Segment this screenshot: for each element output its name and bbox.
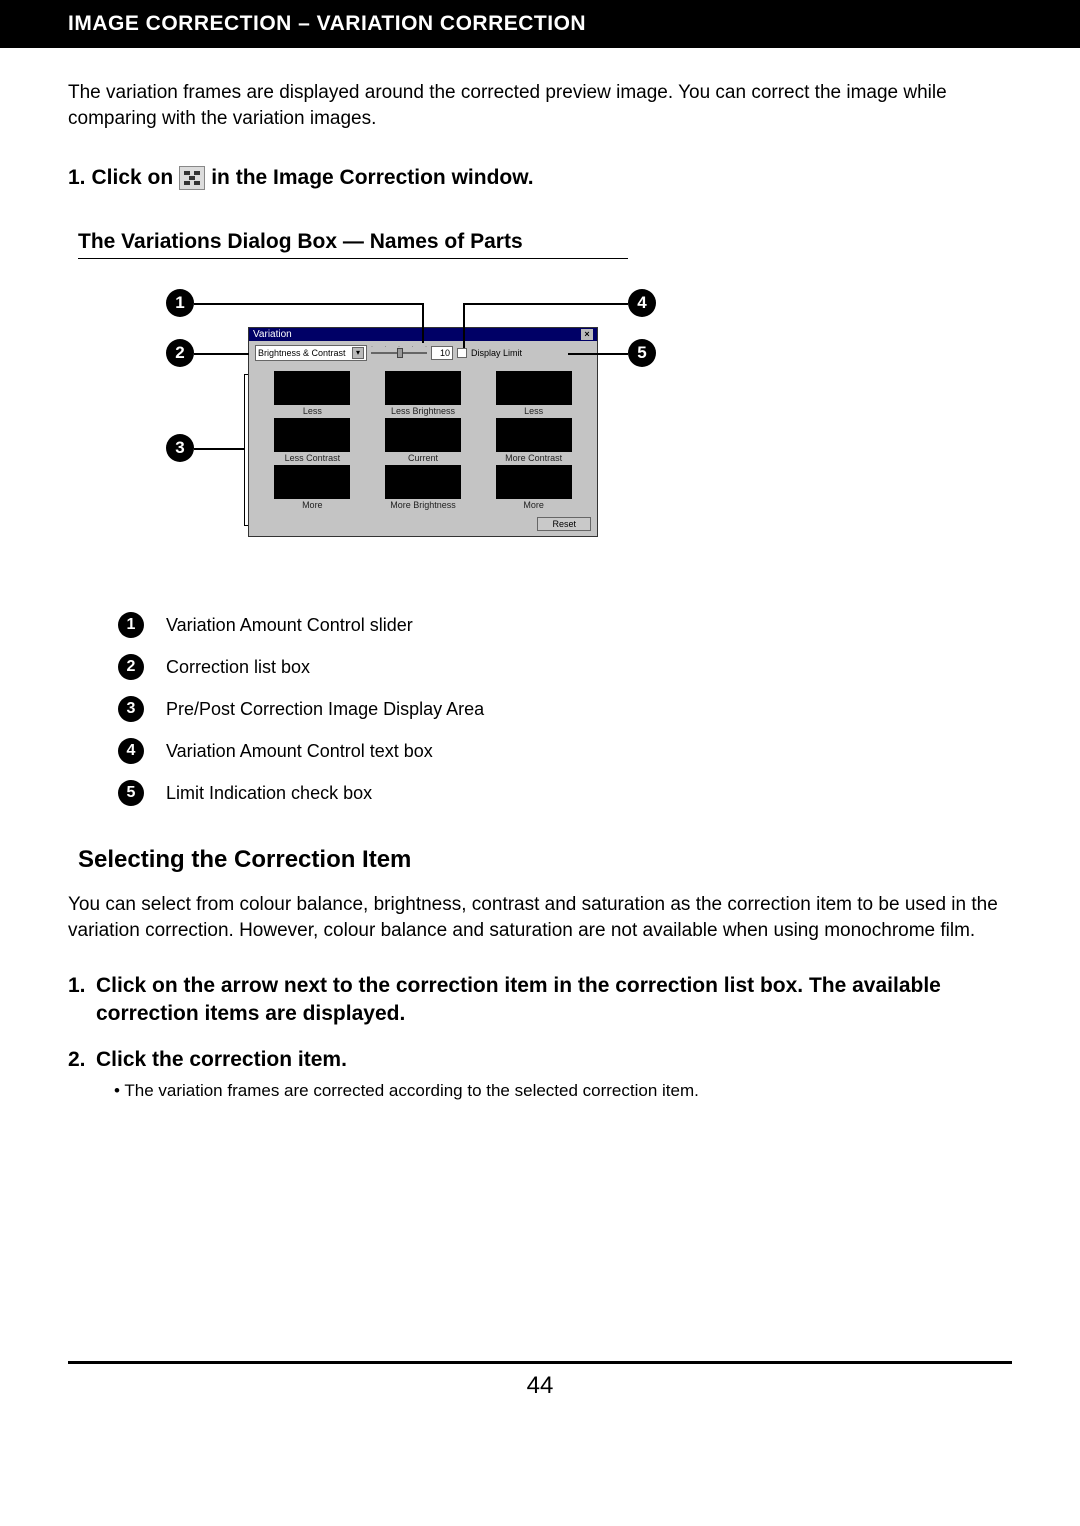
intro-text: The variation frames are displayed aroun… — [68, 80, 1012, 131]
variation-dialog: Variation × Brightness & Contrast ▾ ····… — [248, 327, 598, 537]
variation-amount-textbox[interactable]: 10 — [431, 346, 453, 360]
variation-tool-icon — [179, 166, 205, 190]
content-area: The variation frames are displayed aroun… — [0, 80, 1080, 1101]
step-number: 1. — [68, 972, 96, 1029]
variation-cell[interactable]: Less Contrast — [271, 418, 354, 463]
cell-label: More — [523, 500, 544, 510]
variation-cell[interactable]: More Brightness — [382, 465, 465, 510]
page-number: 44 — [0, 1372, 1080, 1400]
selecting-correction-heading: Selecting the Correction Item — [78, 846, 1012, 874]
combo-text: Brightness & Contrast — [258, 348, 346, 358]
reset-button[interactable]: Reset — [537, 517, 591, 531]
lead-line — [194, 353, 249, 355]
legend-number: 5 — [118, 780, 144, 806]
step-1-number: 1. — [68, 166, 86, 190]
legend-row: 4 Variation Amount Control text box — [118, 738, 1012, 764]
dialog-title: Variation — [253, 329, 292, 340]
legend-text: Pre/Post Correction Image Display Area — [166, 699, 484, 720]
callout-3: 3 — [166, 434, 194, 462]
thumbnail — [385, 418, 461, 452]
cell-label: More — [302, 500, 323, 510]
lead-line — [463, 303, 628, 305]
legend-text: Limit Indication check box — [166, 783, 372, 804]
cell-label: Less Brightness — [391, 406, 455, 416]
section2-bullet: • The variation frames are corrected acc… — [114, 1081, 1012, 1101]
correction-list-box[interactable]: Brightness & Contrast ▾ — [255, 345, 367, 361]
legend-row: 1 Variation Amount Control slider — [118, 612, 1012, 638]
callout-2: 2 — [166, 339, 194, 367]
section2-step-2: 2. Click the correction item. — [68, 1046, 1012, 1074]
variation-cell[interactable]: Less — [271, 371, 354, 416]
section2-step-1: 1. Click on the arrow next to the correc… — [68, 972, 1012, 1029]
legend: 1 Variation Amount Control slider 2 Correc… — [118, 612, 1012, 806]
callout-1: 1 — [166, 289, 194, 317]
thumbnail — [496, 418, 572, 452]
display-limit-checkbox[interactable] — [457, 348, 467, 358]
variation-cell[interactable]: Less Brightness — [382, 371, 465, 416]
slider-thumb[interactable] — [397, 348, 403, 358]
legend-row: 3 Pre/Post Correction Image Display Area — [118, 696, 1012, 722]
display-limit-label: Display Limit — [471, 348, 522, 358]
cell-label: More Brightness — [390, 500, 456, 510]
legend-text: Correction list box — [166, 657, 310, 678]
cell-label: Current — [408, 453, 438, 463]
thumbnail — [385, 371, 461, 405]
cell-label: Less — [303, 406, 322, 416]
thumbnail — [496, 465, 572, 499]
variation-grid: Less Less Brightness Less Less Contrast … — [249, 365, 597, 514]
step-number: 2. — [68, 1046, 96, 1074]
thumbnail — [385, 465, 461, 499]
variation-cell[interactable]: More — [492, 465, 575, 510]
variations-diagram: 1 2 3 4 5 Variation × Bright — [118, 294, 678, 584]
lead-line — [194, 448, 244, 450]
variation-amount-slider[interactable]: ····· — [371, 346, 427, 360]
legend-row: 2 Correction list box — [118, 654, 1012, 680]
variation-cell[interactable]: Less — [492, 371, 575, 416]
legend-number: 2 — [118, 654, 144, 680]
close-icon[interactable]: × — [581, 329, 593, 340]
lead-line — [422, 303, 424, 343]
lead-line — [568, 353, 628, 355]
thumbnail — [274, 418, 350, 452]
variation-cell[interactable]: More Contrast — [492, 418, 575, 463]
step-1-after: in the Image Correction window. — [211, 166, 533, 190]
legend-number: 1 — [118, 612, 144, 638]
legend-text: Variation Amount Control slider — [166, 615, 413, 636]
cell-label: Less Contrast — [285, 453, 341, 463]
callout-4: 4 — [628, 289, 656, 317]
section2-paragraph: You can select from colour balance, brig… — [68, 892, 1012, 943]
page-header: IMAGE CORRECTION – VARIATION CORRECTION — [0, 0, 1080, 48]
lead-line — [194, 303, 422, 305]
variation-cell[interactable]: Current — [382, 418, 465, 463]
bottom-rule — [68, 1361, 1012, 1364]
cell-label: Less — [524, 406, 543, 416]
thumbnail — [274, 465, 350, 499]
chevron-down-icon[interactable]: ▾ — [352, 347, 364, 359]
callout-5: 5 — [628, 339, 656, 367]
legend-number: 4 — [118, 738, 144, 764]
dialog-footer: Reset — [249, 514, 597, 536]
step-text: Click on the arrow next to the correctio… — [96, 972, 1012, 1029]
cell-label: More Contrast — [505, 453, 562, 463]
legend-text: Variation Amount Control text box — [166, 741, 433, 762]
legend-row: 5 Limit Indication check box — [118, 780, 1012, 806]
variation-cell[interactable]: More — [271, 465, 354, 510]
dialog-controls-row: Brightness & Contrast ▾ ····· 10 Display… — [249, 341, 597, 365]
step-1-before: Click on — [92, 166, 174, 190]
step-text: Click the correction item. — [96, 1046, 347, 1074]
page: IMAGE CORRECTION – VARIATION CORRECTION … — [0, 0, 1080, 1430]
variations-subheading: The Variations Dialog Box — Names of Par… — [78, 230, 628, 259]
legend-number: 3 — [118, 696, 144, 722]
thumbnail — [496, 371, 572, 405]
lead-line — [463, 303, 465, 348]
step-1: 1. Click on in the Image Correction wind… — [68, 166, 1012, 190]
thumbnail — [274, 371, 350, 405]
